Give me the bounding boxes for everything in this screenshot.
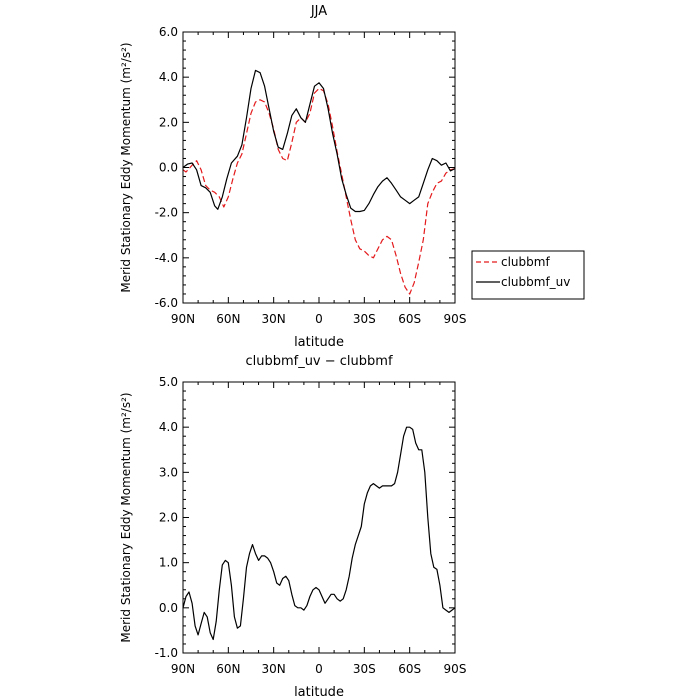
- top-axis-ticks: [182, 31, 456, 304]
- x-tick-label: 60S: [398, 662, 421, 676]
- y-tick-label: -2.0: [155, 206, 178, 220]
- y-tick-label: 3.0: [159, 465, 178, 479]
- x-tick-label: 30S: [353, 662, 376, 676]
- x-tick-label: 90S: [444, 662, 467, 676]
- legend: clubbmf clubbmf_uv: [471, 250, 585, 300]
- bottom-panel: clubbmf_uv − clubbmf 90N 60N 30N 0 30S 60S 90S…: [119, 354, 466, 700]
- x-tick-label: 0: [315, 312, 323, 326]
- y-tick-label: 5.0: [159, 375, 178, 389]
- y-tick-label: 0.0: [159, 601, 178, 615]
- x-tick-label: 90N: [171, 662, 195, 676]
- x-tick-label: 0: [315, 662, 323, 676]
- top-panel: JJA 90N 60N 30N 0 30S 60S 90S -6.0 -4.0 -2.0 0.0 2…: [119, 4, 585, 350]
- x-tick-label: 90N: [171, 312, 195, 326]
- top-x-axis-label: latitude: [294, 335, 344, 350]
- legend-box: [471, 250, 585, 300]
- bottom-x-tick-labels: 90N 60N 30N 0 30S 60S 90S: [171, 662, 467, 676]
- series-line-clubbmf_uv: [182, 69, 456, 213]
- y-tick-label: -6.0: [155, 296, 178, 310]
- top-y-tick-labels: -6.0 -4.0 -2.0 0.0 2.0 4.0 6.0: [155, 25, 178, 310]
- bottom-axis-ticks: [182, 381, 456, 654]
- series-line-clubbmf: [182, 87, 456, 295]
- y-tick-label: 4.0: [159, 70, 178, 84]
- series-line-difference: [182, 426, 456, 641]
- y-tick-label: -4.0: [155, 251, 178, 265]
- x-tick-label: 30N: [262, 312, 286, 326]
- bottom-y-tick-labels: -1.0 0.0 1.0 2.0 3.0 4.0 5.0: [155, 375, 178, 660]
- y-tick-label: 6.0: [159, 25, 178, 39]
- y-tick-label: 0.0: [159, 161, 178, 175]
- x-tick-label: 60N: [216, 312, 240, 326]
- top-x-tick-labels: 90N 60N 30N 0 30S 60S 90S: [171, 312, 467, 326]
- bottom-series-lines: [182, 426, 456, 641]
- x-tick-label: 60N: [216, 662, 240, 676]
- bottom-x-axis-label: latitude: [294, 685, 344, 700]
- x-tick-label: 60S: [398, 312, 421, 326]
- legend-label: clubbmf: [501, 255, 550, 269]
- y-tick-label: 2.0: [159, 115, 178, 129]
- x-tick-label: 90S: [444, 312, 467, 326]
- top-y-axis-label: Merid Stationary Eddy Momentum (m²/s²): [119, 42, 133, 292]
- y-tick-label: 2.0: [159, 511, 178, 525]
- top-chart-title: JJA: [310, 4, 327, 19]
- bottom-chart-title: clubbmf_uv − clubbmf: [245, 354, 392, 369]
- top-series-lines: [182, 69, 456, 295]
- x-tick-label: 30N: [262, 662, 286, 676]
- y-tick-label: 1.0: [159, 556, 178, 570]
- top-plot-frame: [182, 31, 456, 304]
- x-tick-label: 30S: [353, 312, 376, 326]
- y-tick-label: 4.0: [159, 420, 178, 434]
- legend-label: clubbmf_uv: [501, 275, 570, 289]
- y-tick-label: -1.0: [155, 646, 178, 660]
- bottom-y-axis-label: Merid Stationary Eddy Momentum (m²/s²): [119, 392, 133, 642]
- bottom-plot-frame: [182, 381, 456, 654]
